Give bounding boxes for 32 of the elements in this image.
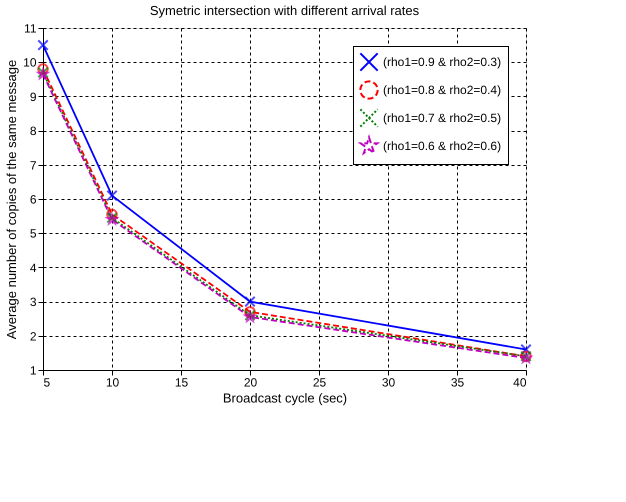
y-tick-label: 10 [23, 56, 37, 70]
y-tick-label: 8 [30, 124, 37, 138]
legend-label: (rho1=0.9 & rho2=0.3) [383, 55, 502, 69]
x-tick-label: 20 [244, 376, 258, 390]
x-tick-label: 5 [44, 376, 50, 390]
x-tick-label: 25 [312, 376, 326, 390]
legend-label: (rho1=0.6 & rho2=0.6) [383, 139, 502, 153]
y-tick-label: 11 [24, 22, 37, 36]
y-tick-label: 4 [30, 260, 37, 275]
y-tick-label: 5 [30, 226, 37, 241]
y-axis-title: Average number of copies of the same message [4, 60, 20, 340]
point [244, 306, 256, 318]
x-axis-title: Broadcast cycle (sec) [222, 390, 348, 406]
x-tick-label: 15 [174, 376, 188, 390]
point [37, 63, 49, 75]
y-tick-label: 2 [30, 329, 37, 344]
point [37, 39, 49, 51]
point [106, 208, 118, 220]
legend-label: (rho1=0.7 & rho2=0.5) [383, 111, 502, 125]
y-tick-label: 9 [30, 90, 37, 104]
x-tick-label: 10 [106, 376, 120, 390]
y-tick-label: 3 [30, 295, 37, 310]
y-tick-label: 7 [30, 158, 37, 172]
x-tick-label: 35 [450, 376, 464, 390]
chart-title: Symetric intersection with different arrival rates [150, 3, 420, 18]
legend-label: (rho1=0.8 & rho2=0.4) [383, 83, 502, 97]
point [244, 296, 256, 308]
y-tick-label: 6 [30, 192, 37, 206]
y-tick-label: 1 [30, 364, 37, 378]
point [106, 190, 118, 202]
x-tick-label: 30 [382, 376, 396, 390]
x-tick-label: 40 [513, 376, 527, 390]
